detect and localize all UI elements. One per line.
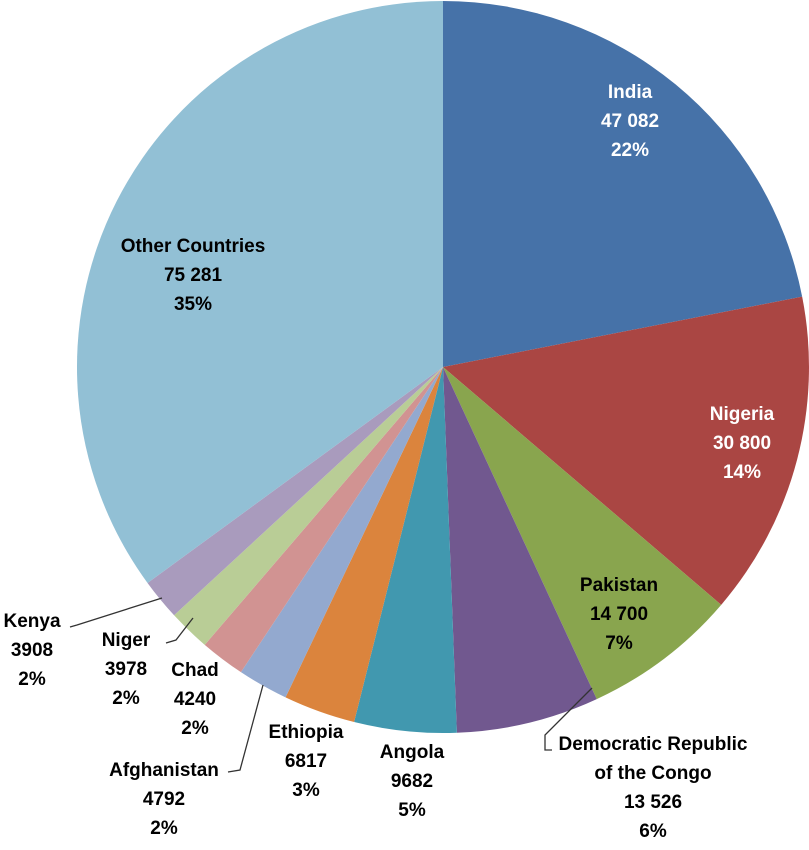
pie-slice-democratic-republic-of-the-congo <box>443 367 597 733</box>
pie-slice-other-countries <box>76 1 443 583</box>
pie-slice-afghanistan <box>240 367 443 698</box>
data-label-niger: Niger 3978 2% <box>102 630 151 709</box>
data-label-angola-value: 9682 <box>391 771 433 792</box>
data-label-other-countries-value: 75 281 <box>164 265 223 286</box>
data-label-democratic-republic-of-the-congo: Democratic Republic of the Congo 13 526 6% <box>559 734 748 842</box>
pie-slice-niger <box>174 367 443 645</box>
data-labels: India 47 082 22% Nigeria 30 800 14% Pakistan 14… <box>3 82 774 842</box>
data-label-kenya-value: 3908 <box>11 640 53 661</box>
data-label-niger-value: 3978 <box>105 659 147 680</box>
data-label-niger-name: Niger <box>102 630 151 651</box>
data-label-other-countries-percent: 35% <box>174 294 212 315</box>
data-label-nigeria-name: Nigeria <box>710 404 775 425</box>
data-label-angola-name: Angola <box>380 742 445 763</box>
data-label-kenya-name: Kenya <box>3 611 60 632</box>
data-label-kenya: Kenya 3908 2% <box>3 611 60 690</box>
data-label-nigeria-percent: 14% <box>723 462 761 483</box>
data-label-nigeria: Nigeria 30 800 14% <box>710 404 775 483</box>
data-label-afghanistan-percent: 2% <box>150 818 178 839</box>
data-label-niger-percent: 2% <box>112 688 140 709</box>
data-label-ethiopia: Ethiopia 6817 3% <box>269 722 344 801</box>
pie-slice-ethiopia <box>285 367 443 723</box>
data-label-democratic-republic-of-the-congo-percent: 6% <box>639 821 667 842</box>
data-label-afghanistan-value: 4792 <box>143 789 185 810</box>
data-label-kenya-percent: 2% <box>18 669 46 690</box>
leader-line-kenya <box>69 597 163 628</box>
data-label-pakistan-value: 14 700 <box>590 604 648 625</box>
data-label-ethiopia-percent: 3% <box>292 780 320 801</box>
data-label-nigeria-value: 30 800 <box>713 433 771 454</box>
leader-lines <box>69 597 593 773</box>
data-label-india-name: India <box>608 82 653 103</box>
data-label-pakistan: Pakistan 14 700 7% <box>580 575 658 654</box>
data-label-chad: Chad 4240 2% <box>171 660 219 739</box>
leader-line-democratic-republic-of-the-congo <box>544 687 593 751</box>
pie-slice-nigeria <box>443 296 809 605</box>
data-label-ethiopia-value: 6817 <box>285 751 327 772</box>
pie-slices <box>76 1 809 734</box>
data-label-ethiopia-name: Ethiopia <box>269 722 344 743</box>
pie-slice-angola <box>354 367 457 734</box>
data-label-angola: Angola 9682 5% <box>380 742 445 821</box>
data-label-india-value: 47 082 <box>601 111 659 132</box>
leader-line-niger <box>165 617 194 644</box>
data-label-afghanistan: Afghanistan 4792 2% <box>109 760 219 839</box>
data-label-democratic-republic-of-the-congo-name: of the Congo <box>594 763 711 784</box>
data-label-chad-name: Chad <box>171 660 219 681</box>
data-label-democratic-republic-of-the-congo-name: Democratic Republic <box>559 734 748 755</box>
data-label-angola-percent: 5% <box>398 800 426 821</box>
data-label-pakistan-percent: 7% <box>605 633 633 654</box>
pie-slice-india <box>443 1 803 367</box>
data-label-chad-value: 4240 <box>174 689 216 710</box>
pie-slice-pakistan <box>443 367 722 700</box>
data-label-india: India 47 082 22% <box>601 82 659 161</box>
data-label-chad-percent: 2% <box>181 718 209 739</box>
pie-slice-kenya <box>147 367 443 616</box>
data-label-afghanistan-name: Afghanistan <box>109 760 219 781</box>
data-label-pakistan-name: Pakistan <box>580 575 658 596</box>
pie-slice-chad <box>204 367 443 673</box>
data-label-other-countries: Other Countries 75 281 35% <box>121 236 266 315</box>
data-label-india-percent: 22% <box>611 140 649 161</box>
data-label-other-countries-name: Other Countries <box>121 236 266 257</box>
data-label-democratic-republic-of-the-congo-value: 13 526 <box>624 792 682 813</box>
leader-line-afghanistan <box>227 684 264 773</box>
